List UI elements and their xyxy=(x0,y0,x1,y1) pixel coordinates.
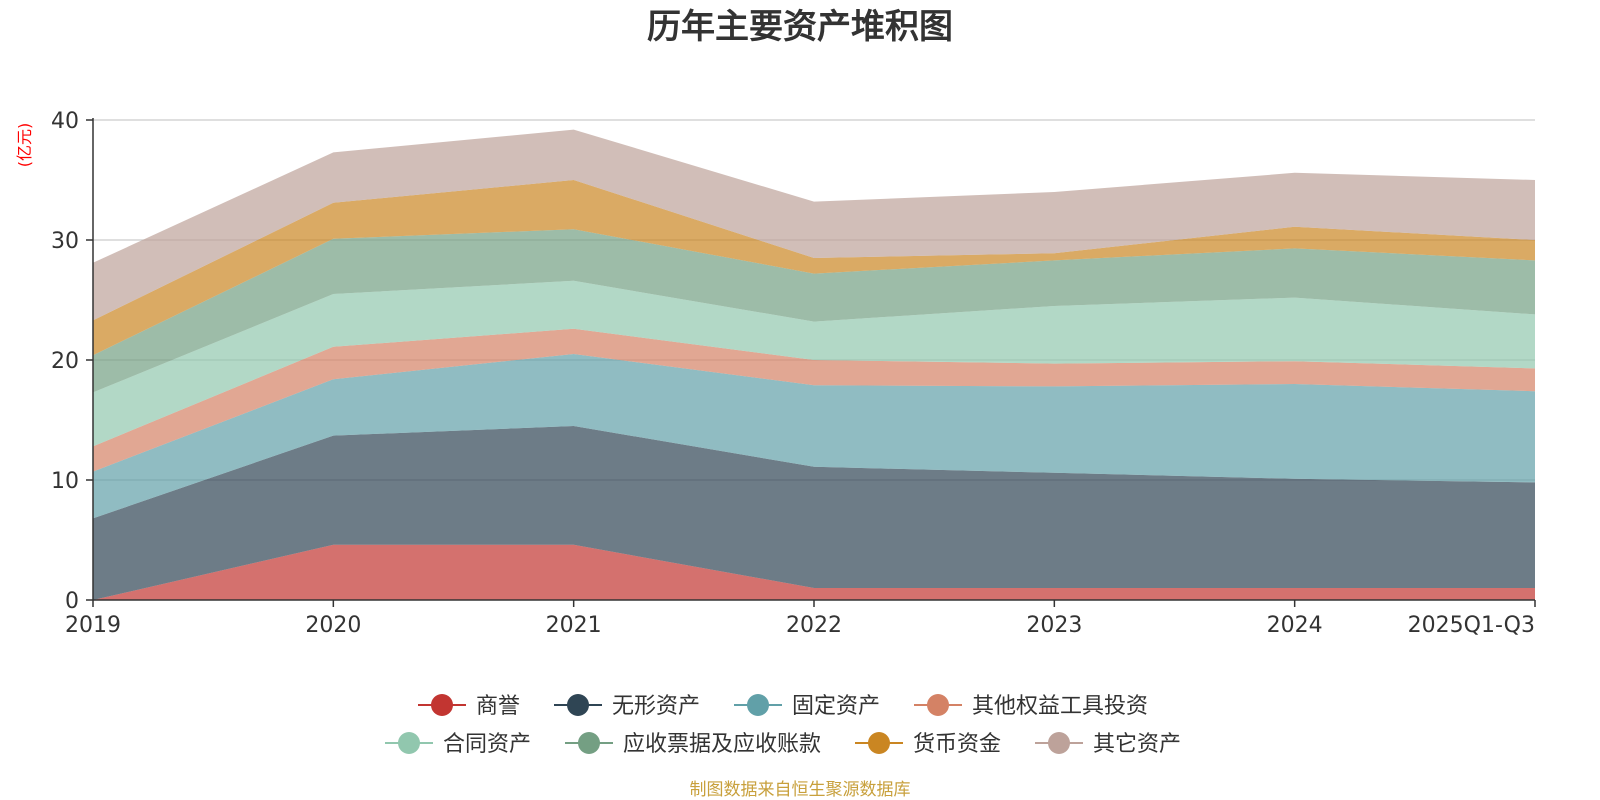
x-tick-label: 2023 xyxy=(1026,613,1082,638)
legend-label: 商誉 xyxy=(476,694,520,719)
area-series-group xyxy=(93,129,1535,600)
legend-marker-icon xyxy=(567,694,589,716)
legend-item-4[interactable]: 其他权益工具投资 xyxy=(914,694,1148,719)
legend-marker-icon xyxy=(868,732,890,754)
area-series-8[interactable] xyxy=(93,129,1535,321)
area-series-5[interactable] xyxy=(93,280,1535,447)
area-series-4[interactable] xyxy=(93,328,1535,472)
legend-label: 其它资产 xyxy=(1093,732,1181,757)
legend-item-7[interactable]: 货币资金 xyxy=(855,732,1001,757)
area-series-3[interactable] xyxy=(93,354,1535,519)
x-tick-label: 2022 xyxy=(786,613,842,638)
axes: 0 10 20 30 40 2019 2020 2021 2022 2023 2024 2025Q1-… xyxy=(51,109,1536,638)
area-series-7[interactable] xyxy=(93,180,1535,356)
y-tick-label: 40 xyxy=(51,109,79,134)
legend-item-5[interactable]: 合同资产 xyxy=(385,732,531,757)
y-tick-label: 10 xyxy=(51,469,79,494)
legend-item-2[interactable]: 无形资产 xyxy=(554,694,700,719)
y-tick-label: 30 xyxy=(51,229,79,254)
legend-marker-icon xyxy=(927,694,949,716)
x-tick-label: 2025Q1-Q3 xyxy=(1408,613,1535,638)
legend-label: 合同资产 xyxy=(443,732,531,757)
area-series-1[interactable] xyxy=(93,544,1535,600)
legend-item-3[interactable]: 固定资产 xyxy=(734,694,880,719)
x-tick-label: 2024 xyxy=(1267,613,1323,638)
area-series-6[interactable] xyxy=(93,229,1535,393)
y-axis-unit: (亿元) xyxy=(15,123,34,168)
area-series-2[interactable] xyxy=(93,426,1535,600)
legend-item-6[interactable]: 应收票据及应收账款 xyxy=(565,732,821,757)
y-tick-label: 0 xyxy=(65,589,79,614)
legend-item-1[interactable]: 商誉 xyxy=(418,694,520,719)
legend-marker-icon xyxy=(1048,732,1070,754)
legend-label: 货币资金 xyxy=(913,732,1001,757)
legend-marker-icon xyxy=(398,732,420,754)
legend-marker-icon xyxy=(578,732,600,754)
x-tick-label: 2021 xyxy=(546,613,602,638)
legend-marker-icon xyxy=(747,694,769,716)
legend-item-8[interactable]: 其它资产 xyxy=(1035,732,1181,757)
legend-label: 应收票据及应收账款 xyxy=(623,732,821,757)
legend-label: 固定资产 xyxy=(792,694,880,719)
legend-marker-icon xyxy=(431,694,453,716)
y-tick-label: 20 xyxy=(51,349,79,374)
legend-label: 其他权益工具投资 xyxy=(972,694,1148,719)
x-tick-label: 2019 xyxy=(65,613,121,638)
x-tick-label: 2020 xyxy=(305,613,361,638)
data-source-note: 制图数据来自恒生聚源数据库 xyxy=(690,780,911,800)
chart-title: 历年主要资产堆积图 xyxy=(647,7,953,47)
legend-label: 无形资产 xyxy=(612,694,700,719)
